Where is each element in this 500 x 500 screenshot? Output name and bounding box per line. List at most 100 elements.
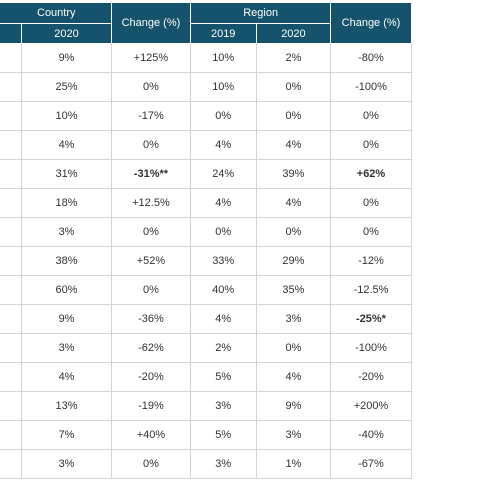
country-2020-cell: 4% bbox=[21, 362, 112, 392]
region-change-cell: -80% bbox=[330, 43, 412, 73]
region-change-cell: 0% bbox=[330, 101, 412, 131]
header-region-change: Change (%) bbox=[330, 2, 412, 44]
region-2019-cell: 10% bbox=[189, 72, 257, 102]
table-row: 3% -62% 2% 0% -100% bbox=[0, 333, 470, 363]
table-row: 9% -36% 4% 3% -25%* bbox=[0, 304, 470, 334]
table-row: 25% 0% 10% 0% -100% bbox=[0, 72, 470, 102]
data-table: Country Change (%) Region Change (%) 202… bbox=[0, 2, 470, 479]
country-2020-cell: 3% bbox=[21, 333, 112, 363]
country-2020-cell: 13% bbox=[21, 391, 112, 421]
country-2020-cell: 4% bbox=[21, 130, 112, 160]
table-row: 13% -19% 3% 9% +200% bbox=[0, 391, 470, 421]
table-row: 10% -17% 0% 0% 0% bbox=[0, 101, 470, 131]
region-2020-cell: 3% bbox=[255, 420, 332, 450]
country-change-cell: +52% bbox=[110, 246, 191, 276]
row-label-cell bbox=[0, 275, 23, 305]
region-change-cell: 0% bbox=[330, 188, 412, 218]
row-label-cell bbox=[0, 420, 23, 450]
country-change-cell: +125% bbox=[110, 43, 191, 73]
region-2020-cell: 0% bbox=[255, 217, 332, 247]
country-2020-cell: 9% bbox=[21, 43, 112, 73]
row-label-cell bbox=[0, 362, 23, 392]
region-2019-cell: 40% bbox=[189, 275, 257, 305]
country-change-cell: +12.5% bbox=[110, 188, 191, 218]
row-label-cell bbox=[0, 130, 23, 160]
row-label-cell bbox=[0, 159, 23, 189]
table-header: Country Change (%) Region Change (%) 202… bbox=[0, 2, 470, 44]
region-2019-cell: 4% bbox=[189, 188, 257, 218]
country-change-cell: 0% bbox=[110, 449, 191, 479]
table-row: 7% +40% 5% 3% -40% bbox=[0, 420, 470, 450]
country-change-cell: -31%** bbox=[110, 159, 191, 189]
region-2020-cell: 35% bbox=[255, 275, 332, 305]
header-region-2019: 2019 bbox=[189, 23, 257, 44]
country-change-cell: +40% bbox=[110, 420, 191, 450]
country-2020-cell: 31% bbox=[21, 159, 112, 189]
table-row: 18% +12.5% 4% 4% 0% bbox=[0, 188, 470, 218]
region-2019-cell: 0% bbox=[189, 217, 257, 247]
region-change-cell: -100% bbox=[330, 333, 412, 363]
region-2019-cell: 0% bbox=[189, 101, 257, 131]
region-2020-cell: 0% bbox=[255, 333, 332, 363]
country-change-cell: -20% bbox=[110, 362, 191, 392]
header-country-2020: 2020 bbox=[21, 23, 112, 44]
header-country-prev bbox=[0, 23, 23, 44]
region-change-cell: -25%* bbox=[330, 304, 412, 334]
region-change-cell: -100% bbox=[330, 72, 412, 102]
country-2020-cell: 9% bbox=[21, 304, 112, 334]
region-2019-cell: 3% bbox=[189, 391, 257, 421]
country-change-cell: 0% bbox=[110, 72, 191, 102]
country-change-cell: -62% bbox=[110, 333, 191, 363]
row-label-cell bbox=[0, 217, 23, 247]
region-2020-cell: 39% bbox=[255, 159, 332, 189]
region-2019-cell: 33% bbox=[189, 246, 257, 276]
row-label-cell bbox=[0, 101, 23, 131]
country-change-cell: 0% bbox=[110, 217, 191, 247]
table-row: 60% 0% 40% 35% -12.5% bbox=[0, 275, 470, 305]
region-2019-cell: 2% bbox=[189, 333, 257, 363]
region-change-cell: -40% bbox=[330, 420, 412, 450]
region-2020-cell: 9% bbox=[255, 391, 332, 421]
region-2019-cell: 10% bbox=[189, 43, 257, 73]
row-label-cell bbox=[0, 333, 23, 363]
region-2019-cell: 24% bbox=[189, 159, 257, 189]
table-row: 31% -31%** 24% 39% +62% bbox=[0, 159, 470, 189]
region-2020-cell: 4% bbox=[255, 188, 332, 218]
region-2019-cell: 3% bbox=[189, 449, 257, 479]
row-label-cell bbox=[0, 43, 23, 73]
region-2020-cell: 0% bbox=[255, 72, 332, 102]
row-label-cell bbox=[0, 246, 23, 276]
region-2020-cell: 29% bbox=[255, 246, 332, 276]
region-2020-cell: 1% bbox=[255, 449, 332, 479]
region-change-cell: +62% bbox=[330, 159, 412, 189]
country-change-cell: -17% bbox=[110, 101, 191, 131]
row-label-cell bbox=[0, 304, 23, 334]
region-2019-cell: 5% bbox=[189, 362, 257, 392]
region-change-cell: 0% bbox=[330, 217, 412, 247]
region-2019-cell: 4% bbox=[189, 130, 257, 160]
country-2020-cell: 18% bbox=[21, 188, 112, 218]
table-row: 9% +125% 10% 2% -80% bbox=[0, 43, 470, 73]
row-label-cell bbox=[0, 188, 23, 218]
row-label-cell bbox=[0, 391, 23, 421]
region-change-cell: -20% bbox=[330, 362, 412, 392]
country-2020-cell: 3% bbox=[21, 449, 112, 479]
header-country: Country bbox=[0, 2, 112, 24]
region-change-cell: 0% bbox=[330, 130, 412, 160]
country-change-cell: 0% bbox=[110, 275, 191, 305]
table-row: 38% +52% 33% 29% -12% bbox=[0, 246, 470, 276]
country-2020-cell: 10% bbox=[21, 101, 112, 131]
region-2019-cell: 5% bbox=[189, 420, 257, 450]
table-body: 9% +125% 10% 2% -80% 25% 0% 10% 0% -100% 10% -17% 0%… bbox=[0, 43, 470, 479]
header-region-2020: 2020 bbox=[255, 23, 332, 44]
region-change-cell: -12.5% bbox=[330, 275, 412, 305]
header-region: Region bbox=[189, 2, 332, 24]
country-2020-cell: 38% bbox=[21, 246, 112, 276]
region-2020-cell: 3% bbox=[255, 304, 332, 334]
region-change-cell: +200% bbox=[330, 391, 412, 421]
country-2020-cell: 25% bbox=[21, 72, 112, 102]
table-row: 3% 0% 3% 1% -67% bbox=[0, 449, 470, 479]
country-2020-cell: 60% bbox=[21, 275, 112, 305]
table-row: 4% -20% 5% 4% -20% bbox=[0, 362, 470, 392]
